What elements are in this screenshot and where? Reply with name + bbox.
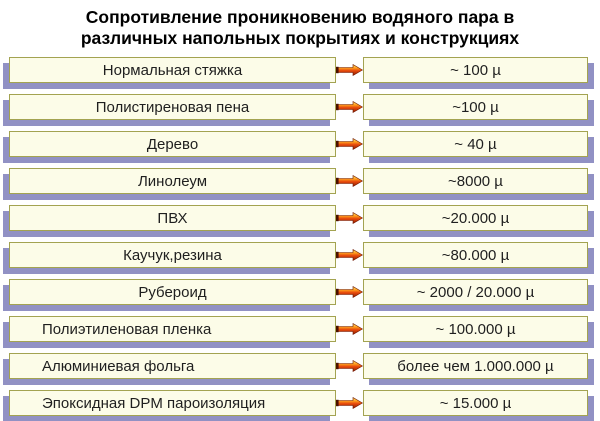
material-value-box: более чем 1.000.000 µ [363,353,588,379]
material-label-box: Каучук,резина [9,242,336,268]
material-value-box: ~8000 µ [363,168,588,194]
material-row: Нормальная стяжка ~ 100 µ [0,57,600,83]
material-value-box: ~100 µ [363,94,588,120]
material-label-box: ПВХ [9,205,336,231]
material-value: ~ 15.000 µ [439,394,512,412]
material-value: ~20.000 µ [441,209,510,227]
right-arrow-icon [336,211,363,225]
material-label: Дерево [146,135,199,153]
material-value: ~100 µ [452,98,499,116]
right-arrow-icon [336,100,363,114]
material-row: Эпоксидная DPM пароизоляция ~ 15.000 µ [0,390,600,416]
material-label-box: Дерево [9,131,336,157]
material-row: Полиэтиленовая пленка ~ 100.000 µ [0,316,600,342]
material-label: Линолеум [137,172,208,190]
right-arrow-icon [336,248,363,262]
material-label: Каучук,резина [123,246,222,264]
page-title: Сопротивление проникновению водяного пар… [0,0,600,49]
material-label-box: Нормальная стяжка [9,57,336,83]
material-label: Нормальная стяжка [102,61,243,79]
material-value: ~ 40 µ [454,135,497,153]
material-row: Алюминиевая фольга более чем 1.000.000 µ [0,353,600,379]
material-value-box: ~ 40 µ [363,131,588,157]
right-arrow-icon [336,285,363,299]
material-row: Дерево ~ 40 µ [0,131,600,157]
material-value: ~ 100.000 µ [435,320,516,338]
material-label-box: Рубероид [9,279,336,305]
material-label: Алюминиевая фольга [42,357,195,375]
page-title-line1: Сопротивление проникновению водяного пар… [85,7,515,27]
page-title-line2: различных напольных покрытиях и конструк… [80,28,520,48]
material-value-box: ~ 100 µ [363,57,588,83]
right-arrow-icon [336,396,363,410]
right-arrow-icon [336,359,363,373]
material-label-box: Эпоксидная DPM пароизоляция [9,390,336,416]
material-value: ~8000 µ [448,172,503,190]
right-arrow-icon [336,322,363,336]
material-row: Линолеум ~8000 µ [0,168,600,194]
material-label-box: Полистиреновая пена [9,94,336,120]
material-label-box: Линолеум [9,168,336,194]
material-label-box: Алюминиевая фольга [9,353,336,379]
material-value-box: ~ 2000 / 20.000 µ [363,279,588,305]
material-value-box: ~ 15.000 µ [363,390,588,416]
right-arrow-icon [336,174,363,188]
material-value: ~ 100 µ [450,61,501,79]
material-label: Рубероид [138,283,207,301]
material-row: Полистиреновая пена ~100 µ [0,94,600,120]
material-value-box: ~80.000 µ [363,242,588,268]
material-value: ~ 2000 / 20.000 µ [416,283,535,301]
right-arrow-icon [336,137,363,151]
material-value: ~80.000 µ [441,246,510,264]
material-rows: Нормальная стяжка ~ 100 µ Полистиреновая… [0,57,600,416]
material-row: Каучук,резина ~80.000 µ [0,242,600,268]
material-label: ПВХ [157,209,188,227]
right-arrow-icon [336,63,363,77]
material-value: более чем 1.000.000 µ [397,357,554,375]
material-row: Рубероид ~ 2000 / 20.000 µ [0,279,600,305]
material-label-box: Полиэтиленовая пленка [9,316,336,342]
material-label: Эпоксидная DPM пароизоляция [42,394,266,412]
material-label: Полистиреновая пена [95,98,250,116]
material-value-box: ~20.000 µ [363,205,588,231]
material-label: Полиэтиленовая пленка [42,320,212,338]
material-value-box: ~ 100.000 µ [363,316,588,342]
material-row: ПВХ ~20.000 µ [0,205,600,231]
